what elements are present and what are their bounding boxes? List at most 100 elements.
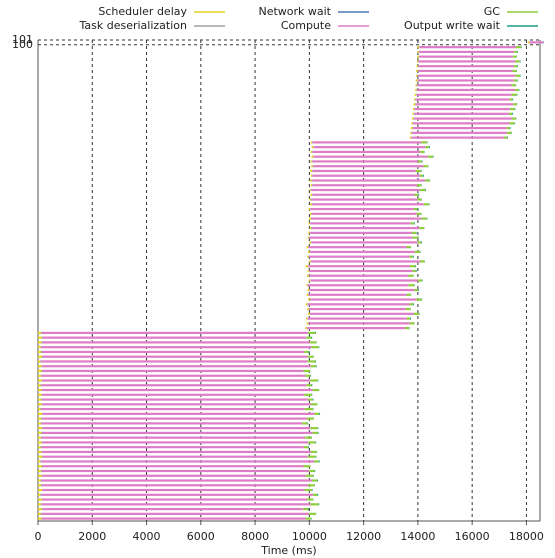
task-segment [417, 69, 419, 73]
task-segment [306, 284, 308, 287]
task-segment [42, 350, 305, 354]
task-segment [41, 503, 311, 506]
task-segment [305, 327, 307, 330]
task-segment [312, 227, 420, 230]
task-segment [310, 450, 317, 454]
task-segment [429, 146, 430, 149]
x-tick-label: 14000 [400, 530, 435, 543]
task-segment [413, 222, 415, 225]
task-segment [309, 307, 406, 311]
task-segment [417, 65, 419, 68]
task-segment [41, 369, 43, 373]
task-segment [413, 122, 510, 125]
task-segment [313, 155, 314, 158]
task-segment [308, 484, 315, 487]
task-segment [310, 241, 312, 244]
task-segment [312, 212, 417, 215]
task-segment [42, 474, 306, 477]
task-segment [420, 150, 425, 154]
task-segment [307, 293, 309, 296]
task-segment [312, 165, 314, 168]
task-segment [38, 465, 42, 468]
task-segment [313, 165, 424, 168]
task-segment [514, 107, 516, 111]
task-segment [413, 117, 415, 120]
task-segment [43, 355, 308, 358]
task-segment [40, 446, 42, 449]
task-segment [311, 393, 313, 396]
x-tick-label: 2000 [78, 530, 106, 543]
task-segment [309, 512, 316, 515]
task-segment [38, 484, 41, 487]
task-segment [307, 288, 310, 292]
task-segment [512, 69, 517, 73]
task-segment [41, 455, 44, 458]
task-segment [319, 412, 321, 415]
task-segment [418, 55, 420, 58]
task-segment [41, 450, 43, 454]
task-segment [417, 84, 512, 87]
task-segment [421, 160, 423, 163]
task-segment [309, 255, 410, 258]
task-segment [38, 474, 42, 477]
task-segment [415, 79, 418, 82]
task-segment [417, 88, 516, 92]
x-tick-label: 16000 [455, 530, 490, 543]
task-segment [415, 169, 422, 173]
task-segment [311, 203, 313, 206]
task-segment [413, 255, 414, 258]
task-segment [41, 384, 307, 387]
task-segment [309, 212, 312, 215]
legend-label: GC [484, 5, 501, 18]
task-segment [409, 255, 414, 258]
x-tick-label: 8000 [241, 530, 269, 543]
task-segment [311, 198, 418, 201]
task-segment [42, 507, 304, 511]
task-segment [512, 55, 517, 58]
task-segment [312, 141, 313, 144]
task-segment [307, 455, 316, 458]
task-segment [40, 374, 42, 377]
task-segment [409, 136, 412, 139]
task-segment [418, 160, 422, 163]
task-segment [309, 198, 311, 201]
task-segment [308, 298, 311, 301]
task-segment [516, 93, 518, 96]
task-segment [307, 355, 314, 358]
task-segment [38, 417, 41, 420]
task-segment [308, 293, 407, 296]
task-segment [40, 469, 42, 473]
task-segment [515, 60, 520, 63]
task-segment [410, 127, 413, 130]
task-segment [38, 341, 42, 344]
task-segment [312, 184, 313, 187]
task-segment [415, 265, 416, 268]
task-segment [38, 431, 42, 434]
task-segment [317, 431, 319, 434]
task-segment [307, 284, 308, 287]
task-segment [308, 269, 310, 273]
task-segment [310, 222, 411, 225]
task-segment [308, 441, 316, 444]
task-segment [518, 88, 520, 92]
task-segment [417, 279, 422, 282]
task-segment [41, 336, 44, 339]
task-segment [527, 41, 530, 44]
task-segment [310, 174, 313, 177]
task-segment [307, 284, 409, 287]
task-segment [42, 379, 311, 382]
task-segment [410, 131, 412, 134]
task-segment [42, 412, 44, 415]
task-segment [310, 260, 312, 263]
task-segment [309, 222, 311, 225]
task-segment [408, 327, 410, 330]
task-segment [426, 141, 428, 144]
task-segment [305, 436, 312, 439]
task-segment [415, 74, 418, 77]
task-segment [38, 512, 41, 515]
task-segment [419, 227, 425, 230]
task-segment [310, 207, 414, 211]
task-segment [509, 98, 513, 101]
task-segment [308, 265, 411, 268]
